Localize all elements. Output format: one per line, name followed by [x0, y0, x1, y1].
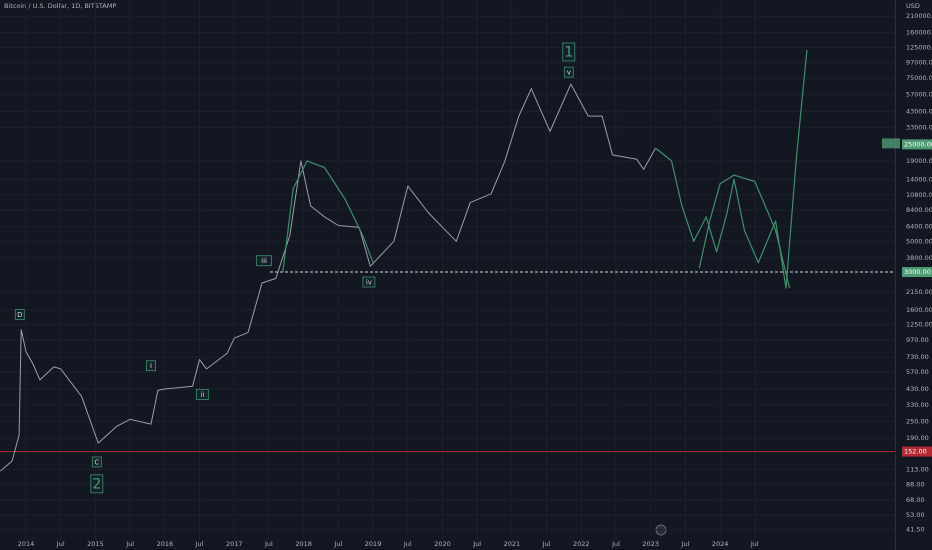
- y-tick-label: 41.50: [906, 526, 925, 534]
- y-tick-label: 1600.00: [906, 306, 932, 314]
- y-axis-label: USD: [906, 2, 920, 10]
- y-tick-label: 125000.00: [906, 43, 932, 51]
- y-tick-label: 33000.00: [906, 124, 932, 132]
- x-tick-label: Jul: [125, 540, 134, 548]
- annotation-box: [90, 474, 104, 494]
- annotation-box: [256, 255, 272, 267]
- price-label: 25000.00: [904, 140, 932, 148]
- y-tick-label: 97000.00: [906, 59, 932, 67]
- x-tick-label: Jul: [195, 540, 204, 548]
- price-label-box: [902, 139, 932, 150]
- y-tick-label: 330.00: [906, 401, 929, 409]
- price-label-box: [902, 446, 932, 457]
- y-tick-label: 160000.00: [906, 29, 932, 37]
- price-line: [655, 49, 808, 289]
- x-tick-label: Jul: [750, 540, 759, 548]
- x-tick-label: 2019: [365, 540, 382, 548]
- y-tick-label: 68.00: [906, 496, 925, 504]
- y-tick-label: 2150.00: [906, 288, 932, 296]
- annotation-label: i: [150, 362, 152, 370]
- x-tick-label: 2023: [642, 540, 659, 548]
- y-tick-label: 210000.00: [906, 12, 932, 20]
- annotation-label: ii: [200, 391, 204, 399]
- y-tick-label: 113.00: [906, 465, 929, 473]
- price-line: [282, 160, 374, 273]
- x-tick-label: Jul: [472, 540, 481, 548]
- annotation-label: v: [567, 69, 571, 77]
- annotation-box: [91, 456, 102, 468]
- x-tick-label: 2024: [712, 540, 729, 548]
- x-tick-label: 2022: [573, 540, 590, 548]
- annotation-label: 2: [92, 476, 101, 492]
- x-tick-label: 2015: [87, 540, 104, 548]
- y-tick-label: 88.00: [906, 480, 925, 488]
- annotation-box: [146, 360, 156, 372]
- annotation-label: C: [94, 458, 99, 466]
- x-tick-label: 2014: [18, 540, 35, 548]
- x-tick-label: 2020: [434, 540, 451, 548]
- y-tick-label: 970.00: [906, 336, 929, 344]
- y-tick-label: 190.00: [906, 434, 929, 442]
- y-tick-label: 8400.00: [906, 206, 932, 214]
- y-tick-label: 730.00: [906, 353, 929, 361]
- price-line: [698, 174, 791, 289]
- y-tick-label: 53.00: [906, 511, 925, 519]
- price-label-box: [902, 267, 932, 278]
- y-tick-label: 19000.00: [906, 157, 932, 165]
- annotation-box: [14, 309, 25, 320]
- y-tick-label: 250.00: [906, 418, 929, 426]
- y-tick-label: 43000.00: [906, 108, 932, 116]
- price-zone: [882, 138, 900, 149]
- y-tick-label: 3800.00: [906, 254, 932, 262]
- price-label: 3000.00: [904, 268, 931, 276]
- x-tick-label: Jul: [333, 540, 342, 548]
- annotation-box: [362, 276, 376, 288]
- y-tick-label: 570.00: [906, 368, 929, 376]
- y-tick-label: 57000.00: [906, 91, 932, 99]
- x-tick-label: Jul: [611, 540, 620, 548]
- x-tick-label: Jul: [264, 540, 273, 548]
- annotation-box: [562, 42, 576, 62]
- x-tick-label: 2017: [226, 540, 243, 548]
- chart-title: Bitcoin / U.S. Dollar, 1D, BITSTAMP: [4, 2, 116, 10]
- y-tick-label: 14000.00: [906, 175, 932, 183]
- y-tick-label: 5000.00: [906, 237, 932, 245]
- x-tick-label: 2021: [504, 540, 521, 548]
- y-tick-label: 6400.00: [906, 222, 932, 230]
- annotation-label: 1: [564, 44, 573, 60]
- annotation-label: iv: [366, 279, 372, 287]
- x-tick-label: Jul: [542, 540, 551, 548]
- x-tick-label: 2016: [157, 540, 174, 548]
- price-label: 152.00: [904, 448, 927, 456]
- x-tick-label: Jul: [403, 540, 412, 548]
- x-tick-label: Jul: [56, 540, 65, 548]
- x-tick-label: 2018: [295, 540, 312, 548]
- annotation-box: [195, 389, 209, 400]
- y-tick-label: 10800.00: [906, 191, 932, 199]
- price-line: [0, 83, 656, 472]
- y-tick-label: 1250.00: [906, 321, 932, 329]
- y-tick-label: 75000.00: [906, 74, 932, 82]
- annotation-label: iii: [261, 257, 267, 265]
- annotation-box: [563, 66, 574, 78]
- x-tick-label: Jul: [680, 540, 689, 548]
- annotation-label: D: [17, 311, 22, 319]
- y-tick-label: 430.00: [906, 385, 929, 393]
